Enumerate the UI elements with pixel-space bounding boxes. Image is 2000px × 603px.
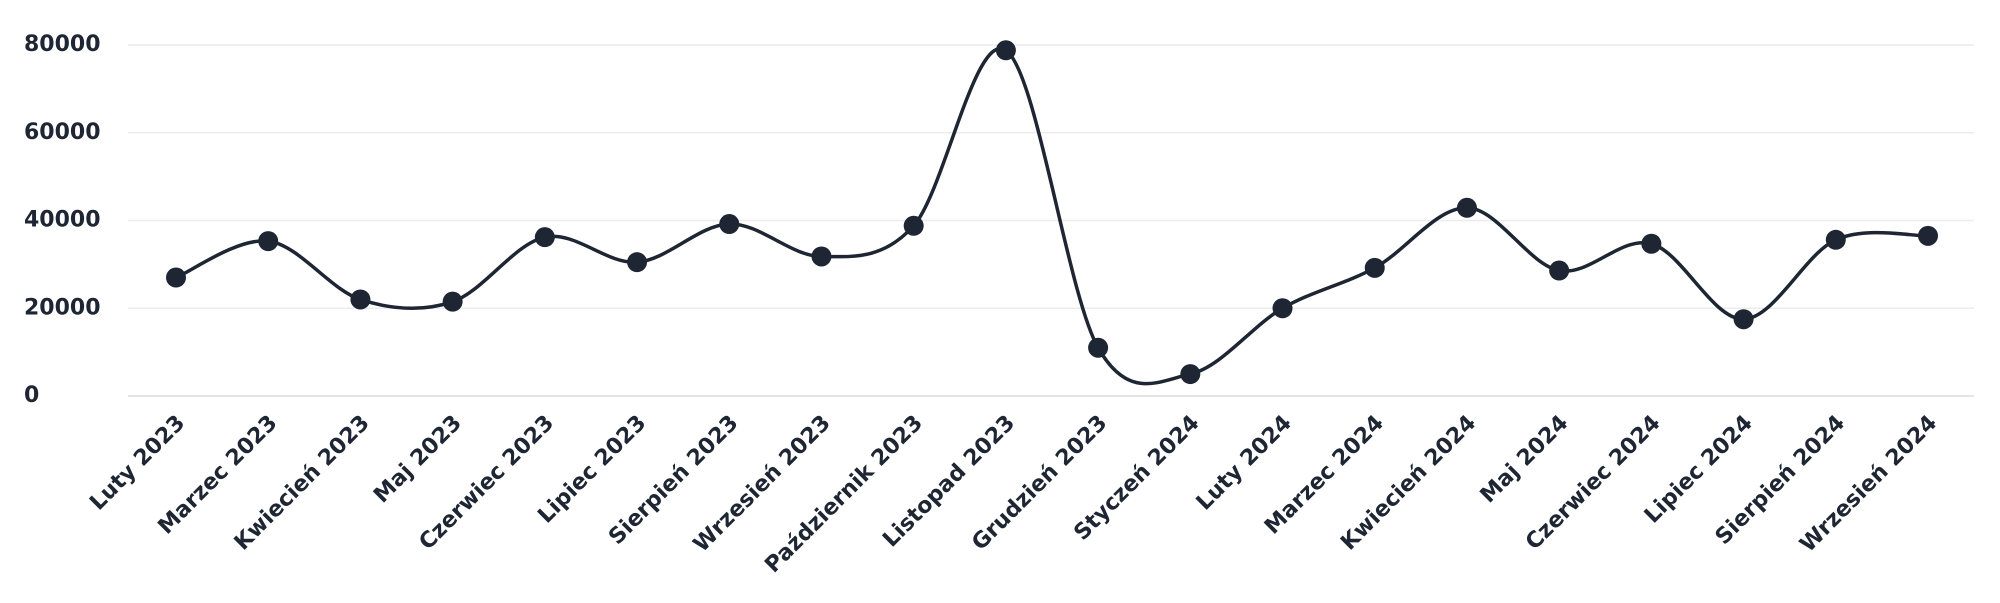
x-tick-label: Październik 2023 [760,411,927,578]
point [442,291,463,312]
point [534,227,555,248]
point [1825,229,1846,250]
y-tick-label: 0 [24,383,39,408]
y-tick-label: 60000 [24,120,101,145]
point [258,231,279,252]
point [1456,197,1477,218]
point [995,40,1016,61]
x-tick-label: Maj 2023 [369,411,467,509]
point [627,252,648,273]
y-tick-label: 20000 [24,295,101,320]
point [1549,260,1570,281]
point [166,267,186,288]
point [1088,337,1109,358]
point [1641,233,1662,254]
point [1918,225,1938,246]
y-tick-label: 80000 [24,32,101,57]
point [1364,257,1385,278]
point [1180,364,1201,385]
point [1733,309,1754,330]
point [350,289,371,310]
point [1272,298,1293,319]
point [811,246,832,267]
x-tick-label: Maj 2024 [1476,411,1574,509]
point [719,214,740,235]
line [175,46,1929,386]
point [903,215,924,236]
y-tick-label: 40000 [24,208,101,233]
